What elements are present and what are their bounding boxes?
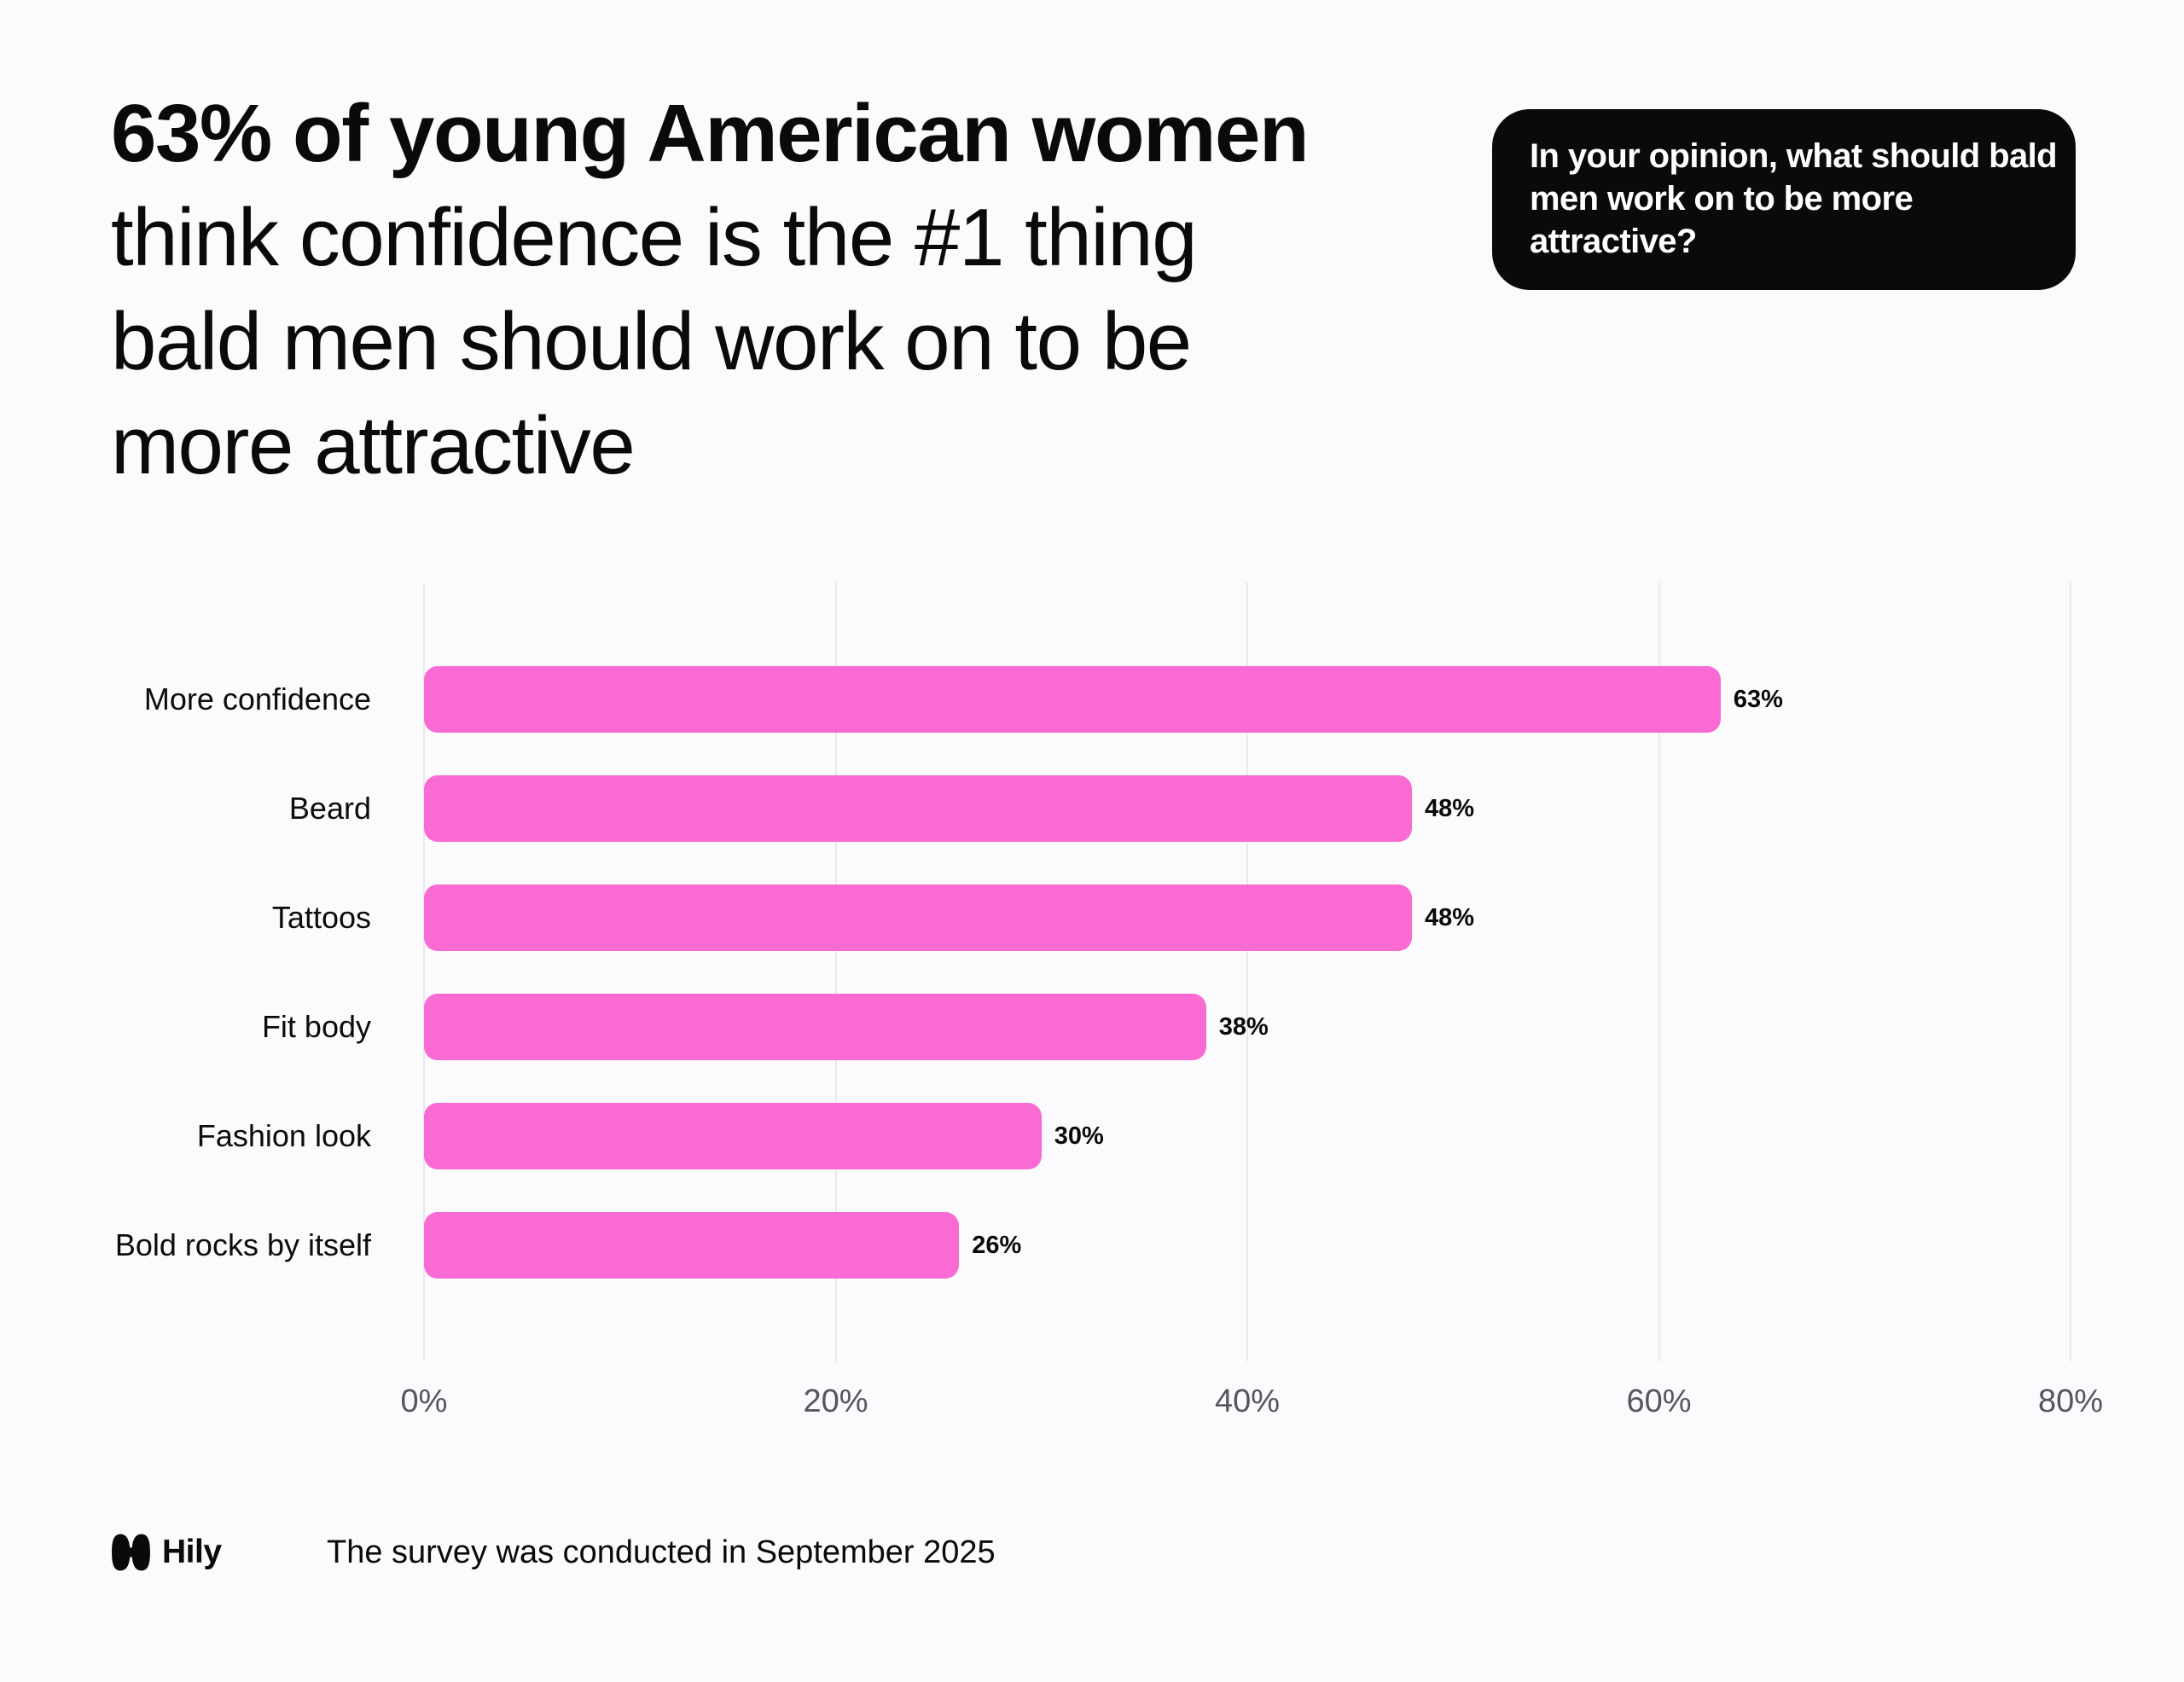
brand-name: Hily [162, 1534, 222, 1570]
title-line-3: bald men should work on to be [111, 296, 1192, 387]
category-label: More confidence [143, 682, 371, 716]
survey-note: The survey was conducted in September 20… [327, 1534, 996, 1570]
bar-row: Fit body 38% [0, 994, 2184, 1060]
gridline [1246, 583, 1248, 1361]
footer-brand: Hily [109, 1532, 222, 1573]
hily-logo-icon [112, 1534, 150, 1571]
title-line-4: more attractive [111, 400, 636, 491]
plot-area [423, 583, 2071, 1361]
question-bubble-line: In your opinion, what should bald [1530, 137, 2058, 175]
value-label: 30% [1054, 1122, 1104, 1150]
value-label: 38% [1218, 1012, 1269, 1041]
bar [424, 994, 1206, 1060]
question-bubble-line: men work on to be more [1530, 180, 1914, 218]
bar-row: Bold rocks by itself 26% [0, 1212, 2184, 1279]
bar [424, 1103, 1042, 1169]
title-line-1: 63% of young American women [111, 88, 1310, 179]
bar-row: More confidence 63% [0, 666, 2184, 733]
bar [424, 666, 1721, 733]
bar-row: Fashion look 30% [0, 1103, 2184, 1169]
x-axis: 0% 20% 40% 60% 80% [0, 1383, 2184, 1426]
category-label: Tattoos [271, 900, 371, 935]
value-label: 48% [1425, 903, 1475, 931]
category-label: Fashion look [196, 1118, 371, 1153]
gridline [834, 583, 837, 1361]
category-label: Bold rocks by itself [114, 1227, 371, 1262]
x-tick-label: 80% [2037, 1383, 2104, 1419]
bar-rows: More confidence 63% Beard 48% Tattoos 48% Fit … [0, 583, 2184, 1361]
x-tick-label: 20% [803, 1383, 868, 1419]
bar-row: Beard 48% [0, 775, 2184, 842]
gridline [423, 583, 425, 1361]
x-tick-label: 0% [400, 1383, 448, 1419]
value-label: 26% [972, 1231, 1022, 1259]
category-label: Fit body [261, 1009, 371, 1044]
bar [424, 884, 1412, 951]
value-label: 48% [1425, 794, 1475, 822]
x-tick-label: 60% [1626, 1383, 1692, 1419]
bar-chart: More confidence 63% Beard 48% Tattoos 48% Fit … [0, 583, 2184, 1361]
question-bubble: In your opinion, what should bald men wo… [1492, 109, 2076, 290]
x-tick-label: 40% [1214, 1383, 1281, 1419]
title-line-2: think confidence is the #1 thing [111, 192, 1198, 283]
page-title: 63% of young American women think confid… [111, 82, 1310, 498]
question-bubble-line: attractive? [1530, 223, 1697, 260]
bar-row: Tattoos 48% [0, 884, 2184, 951]
gridline [1658, 583, 1660, 1361]
bar [424, 1212, 960, 1279]
bar [424, 775, 1412, 842]
value-label: 63% [1733, 685, 1783, 713]
category-label: Beard [288, 791, 371, 826]
gridline [2070, 583, 2071, 1361]
